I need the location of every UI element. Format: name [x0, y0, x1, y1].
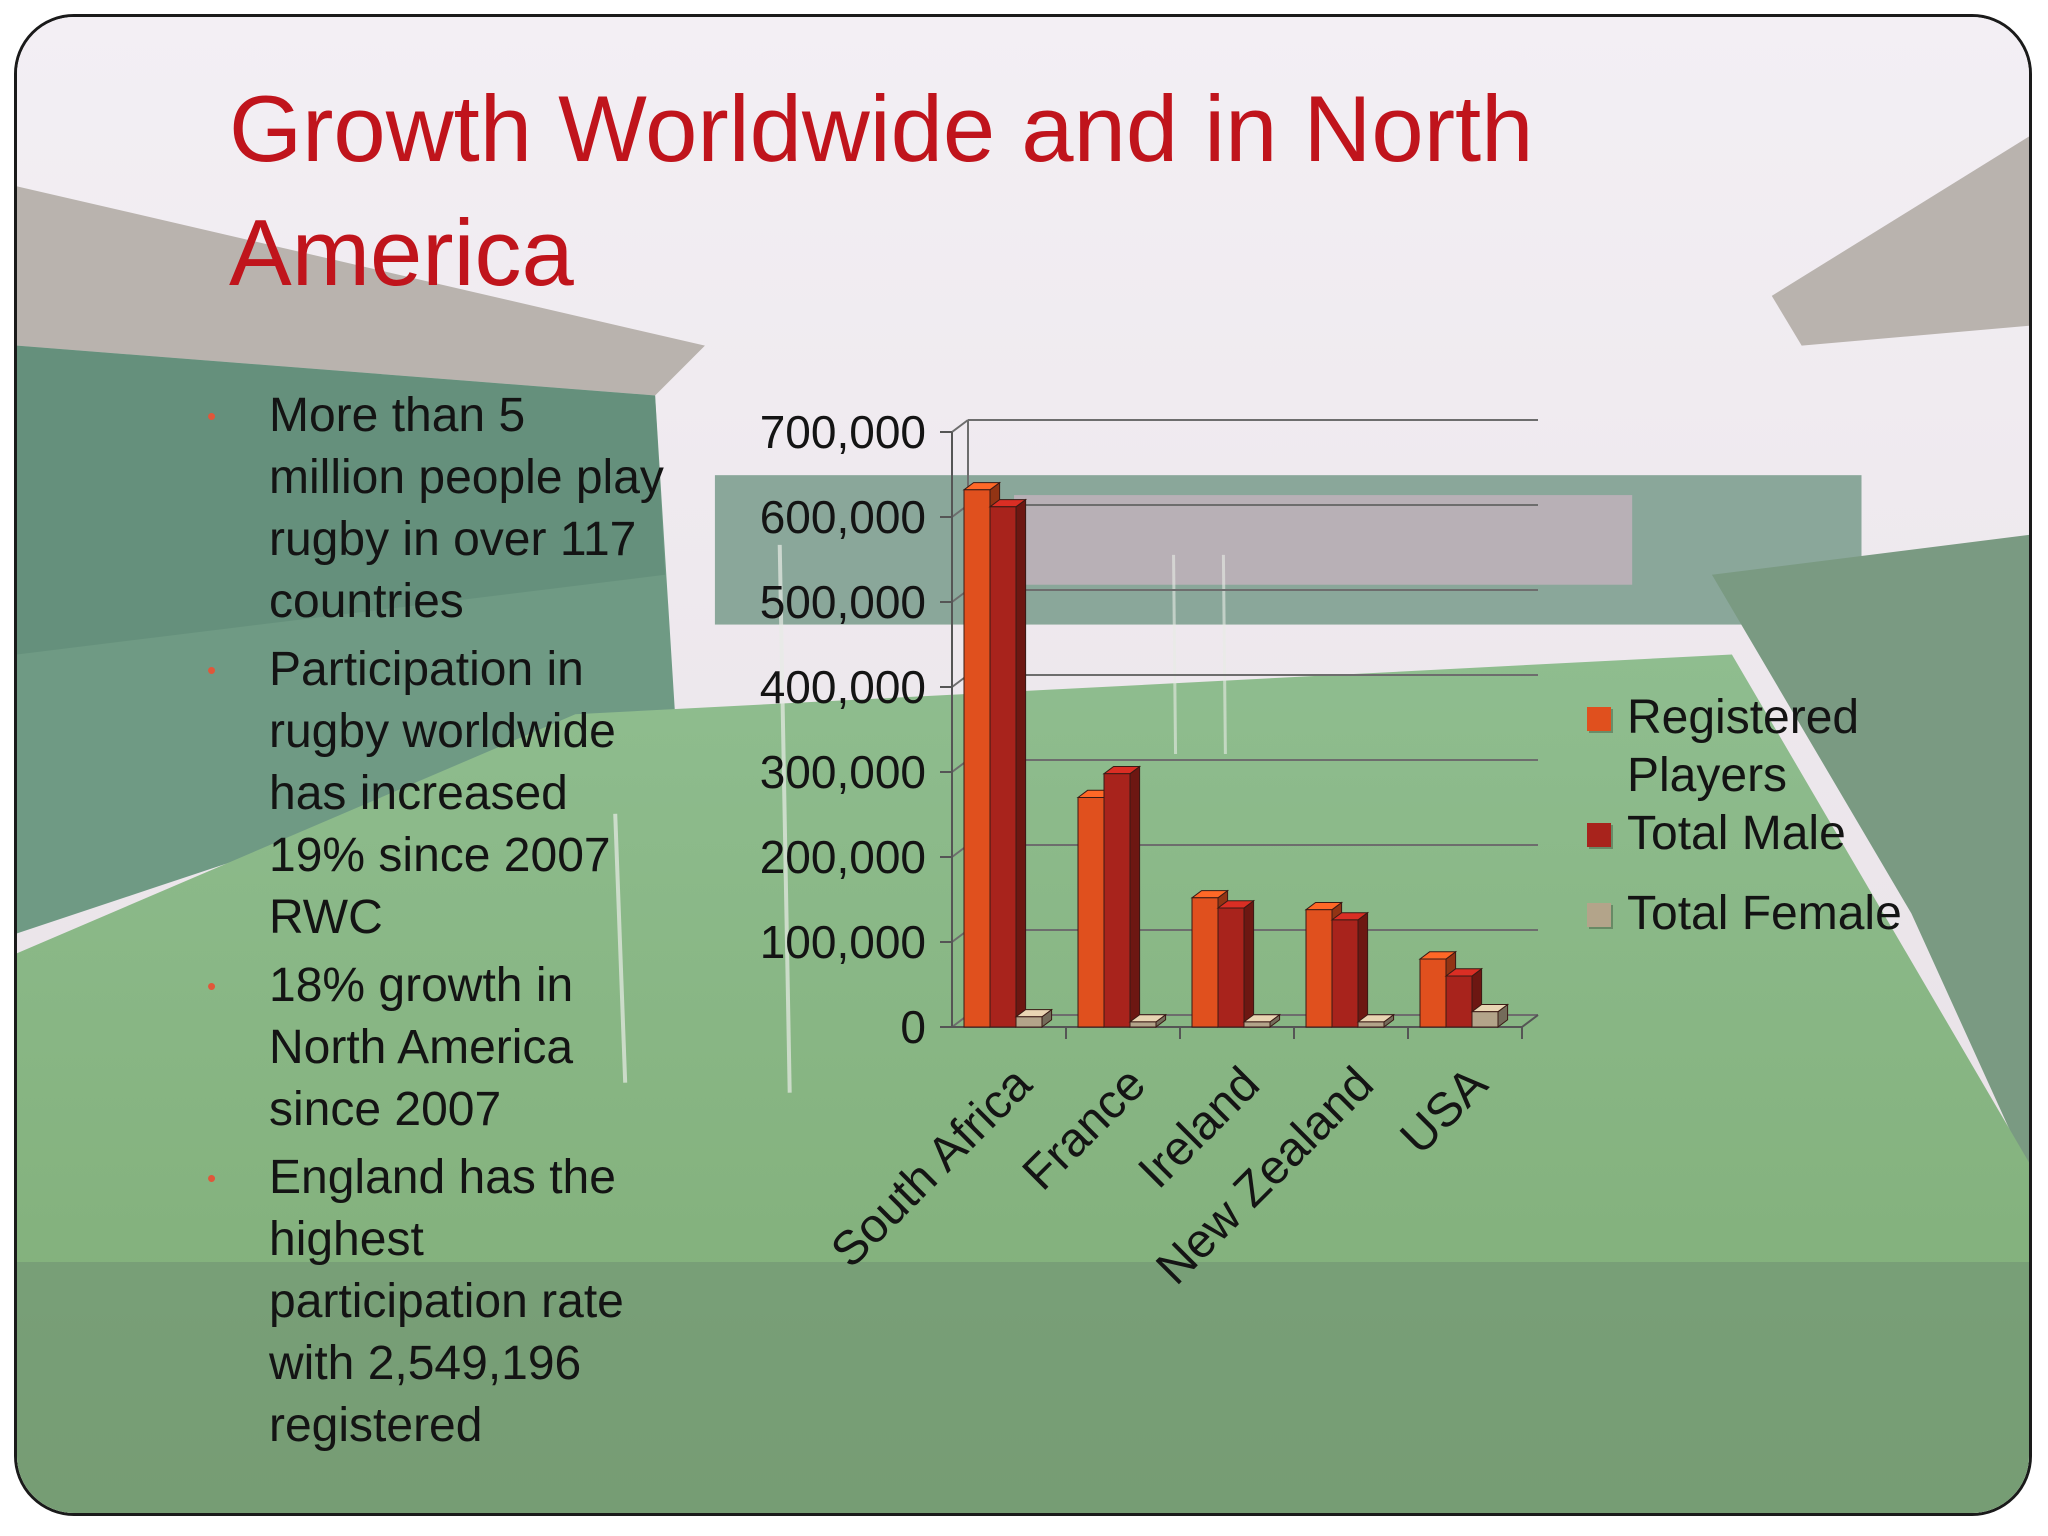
participation-bar-chart: 0 100,000 200,000 300,000 400,000 500,000 600,… [760, 406, 1539, 1295]
bullet-item: • More than 5 million people play rugby i… [207, 385, 667, 633]
x-tick-label: South Africa [821, 1057, 1042, 1278]
chart-bars [962, 481, 1510, 1029]
slide: Growth Worldwide and in North America • M… [14, 14, 2032, 1516]
floor-edge [1521, 1014, 1539, 1028]
chart-legend: Registered Players Total Male Total Female [1587, 689, 1947, 943]
bullet-list: • More than 5 million people play rugby i… [207, 385, 667, 1463]
bar-total-male [1217, 907, 1245, 1028]
legend-item: Total Female [1587, 885, 1947, 943]
legend-label: Total Female [1627, 887, 1902, 940]
legend-swatch [1587, 707, 1611, 731]
slide-title: Growth Worldwide and in North America [229, 76, 1534, 305]
bullet-text: Participation in rugby worldwide has inc… [269, 643, 616, 944]
bullet-text: England has the highest participation ra… [269, 1151, 624, 1452]
bullet-dot-icon: • [207, 1163, 217, 1193]
bullet-item: • 18% growth in North America since 2007 [207, 955, 667, 1141]
legend-item: Registered Players [1587, 689, 1947, 805]
y-tick-label: 100,000 [760, 916, 926, 968]
y-tick-label: 400,000 [760, 661, 926, 713]
x-tick-label: France [1013, 1057, 1156, 1200]
legend-swatch [1587, 903, 1611, 927]
legend-item: Total Male [1587, 805, 1947, 863]
bullet-dot-icon: • [207, 655, 217, 685]
bar-registered-players [1191, 897, 1219, 1028]
y-tick-label: 200,000 [760, 831, 926, 883]
bar-total-male [1103, 773, 1131, 1028]
bar-total-male [989, 506, 1017, 1028]
bullet-item: • Participation in rugby worldwide has in… [207, 639, 667, 949]
bar-total-female [1243, 1021, 1271, 1028]
bullet-dot-icon: • [207, 971, 217, 1001]
bar-registered-players [1305, 909, 1333, 1028]
stadium-background-photo [17, 17, 2029, 1513]
y-tick-label: 700,000 [760, 406, 926, 458]
bar-total-female [1129, 1021, 1157, 1028]
bar-side [1243, 899, 1255, 1029]
gridline-depth [951, 419, 969, 433]
legend-swatch [1587, 823, 1611, 847]
bullet-text: More than 5 million people play rugby in… [269, 389, 664, 628]
y-tick-label: 0 [900, 1001, 926, 1053]
bar-registered-players [963, 489, 991, 1028]
legend-label: Registered Players [1627, 691, 1860, 802]
bullet-text: 18% growth in North America since 2007 [269, 959, 574, 1136]
bar-registered-players [1419, 958, 1447, 1028]
bar-total-female [1015, 1016, 1043, 1028]
y-tick-label: 600,000 [760, 491, 926, 543]
y-tick-label: 300,000 [760, 746, 926, 798]
bar-total-male [1445, 975, 1473, 1028]
bar-total-male [1331, 919, 1359, 1028]
bar-registered-players [1077, 797, 1105, 1028]
y-tick-label: 500,000 [760, 576, 926, 628]
legend-label: Total Male [1627, 807, 1846, 860]
x-tick-label: USA [1391, 1057, 1498, 1164]
bar-total-female [1357, 1021, 1385, 1028]
bullet-dot-icon: • [207, 401, 217, 431]
bar-side [1357, 911, 1369, 1029]
bar-side [1015, 498, 1027, 1029]
bar-total-female [1471, 1011, 1499, 1028]
bullet-item: • England has the highest participation r… [207, 1147, 667, 1457]
bar-side [1129, 765, 1141, 1029]
